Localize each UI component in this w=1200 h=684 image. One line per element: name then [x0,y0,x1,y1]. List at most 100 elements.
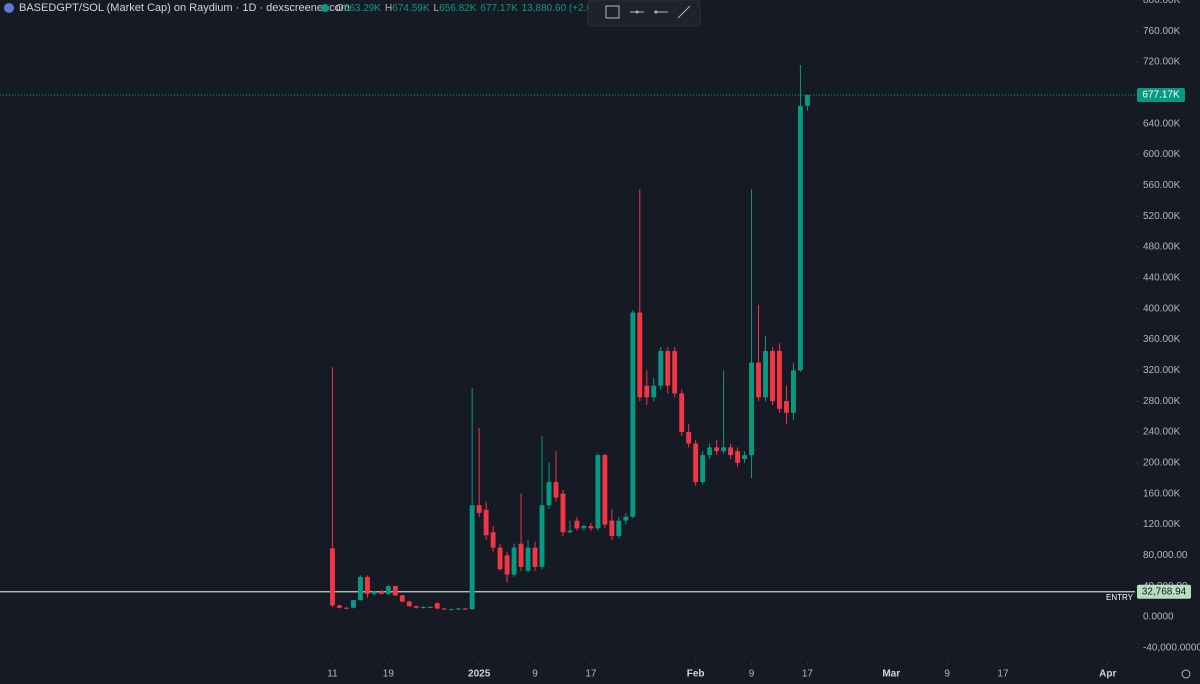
candle-body [721,447,727,452]
candle-body [399,595,405,602]
x-tick-label: Feb [687,669,705,680]
candle-body [462,608,468,610]
candle-body [784,401,789,413]
candle-body [427,606,433,608]
candle-body [707,447,713,456]
candle-body [518,543,524,567]
y-tick-label: 280.00K [1143,396,1181,407]
legend-key: H [385,3,392,14]
entry-badge-label: 32,768.94 [1142,586,1187,597]
rect-tool[interactable] [605,5,620,19]
x-tick-label: 9 [532,669,538,680]
candle-body [350,600,356,608]
price-badge-label: 677.17K [1142,90,1180,101]
x-tick-label: 9 [749,669,755,680]
x-tick-label: 17 [585,669,597,680]
candle-body [567,530,573,533]
x-tick-label: Mar [882,669,900,680]
legend-value: 13,880.60 (+2.09%) [522,3,610,14]
y-tick-label: 0.0000 [1143,612,1174,623]
candle-body [791,370,796,413]
candle-body [532,547,538,567]
x-tick-label: 17 [802,669,814,680]
status-dot [321,4,329,12]
entry-badge [1137,584,1191,599]
candle-body [763,351,768,398]
candle-body [476,505,482,513]
x-tick-label: 19 [383,669,395,680]
candle-body [735,451,741,463]
x-tick-label: 9 [944,669,950,680]
candle-body [420,606,426,608]
y-tick-label: -40,000.0000 [1143,642,1200,653]
candle-body [490,532,496,548]
legend-key: L [434,3,440,14]
y-tick-label: 320.00K [1143,365,1181,376]
candle-body [330,548,335,606]
trend-tool[interactable] [677,5,691,19]
candle-body [623,516,629,521]
price-badge [1137,87,1185,102]
candle-body [581,526,587,529]
y-tick-label: 640.00K [1143,118,1181,129]
candle-body [644,385,650,398]
candle-body [371,591,377,594]
candle-body [406,601,412,607]
candle-body [553,482,559,498]
candle-body [742,455,748,459]
candle-body [749,362,754,456]
legend-value: 663.29K [344,3,382,14]
candle-body [539,505,545,567]
y-tick-label: 440.00K [1143,272,1181,283]
candle-body [448,609,454,611]
legend-key: O [336,3,344,14]
candle-body [804,94,810,106]
settings-icon[interactable] [1181,669,1191,679]
candle-body [378,591,384,594]
candle-body [385,586,391,594]
candle-body [651,385,657,398]
hline-dot [635,10,639,14]
y-tick-label: 600.00K [1143,149,1181,160]
candle-body [770,351,775,402]
toolbar-box [587,0,701,27]
y-tick-label: 760.00K [1143,26,1181,37]
candle-body [693,443,699,483]
y-tick-label: 400.00K [1143,303,1181,314]
candle-body [392,586,398,596]
candle-body [609,520,615,537]
candle-body [574,520,580,529]
candle-body [630,312,636,517]
y-tick-label: 480.00K [1143,242,1181,253]
entry-name: ENTRY [1106,593,1134,602]
toolbar [587,0,701,27]
x-tick-label: 11 [327,669,338,680]
candle-body [364,576,370,594]
y-tick-label: 560.00K [1143,180,1181,191]
candle-body [441,608,447,610]
chart-title: BASEDGPT/SOL (Market Cap) on Raydium · 1… [19,2,350,14]
candle-body [728,447,734,456]
candle-body [469,505,475,610]
candle-body [777,351,782,409]
token-icon [4,3,14,13]
candle-body [546,482,552,506]
y-tick-label: 360.00K [1143,334,1181,345]
candle-body [511,547,517,575]
candle-body [602,455,608,525]
candle-body [756,362,761,398]
y-tick-label: 520.00K [1143,211,1181,222]
candle-body [504,555,510,575]
legend-value: 677.17K [480,3,518,14]
candle-body [413,606,419,608]
candle-body [357,576,363,601]
y-tick-label: 800.00K [1143,0,1181,6]
candle-body [595,455,601,529]
candle-body [455,608,461,610]
x-tick-label: Apr [1099,669,1116,680]
candle-body [637,312,643,398]
candle-body [714,447,720,452]
candle-body [672,351,678,394]
